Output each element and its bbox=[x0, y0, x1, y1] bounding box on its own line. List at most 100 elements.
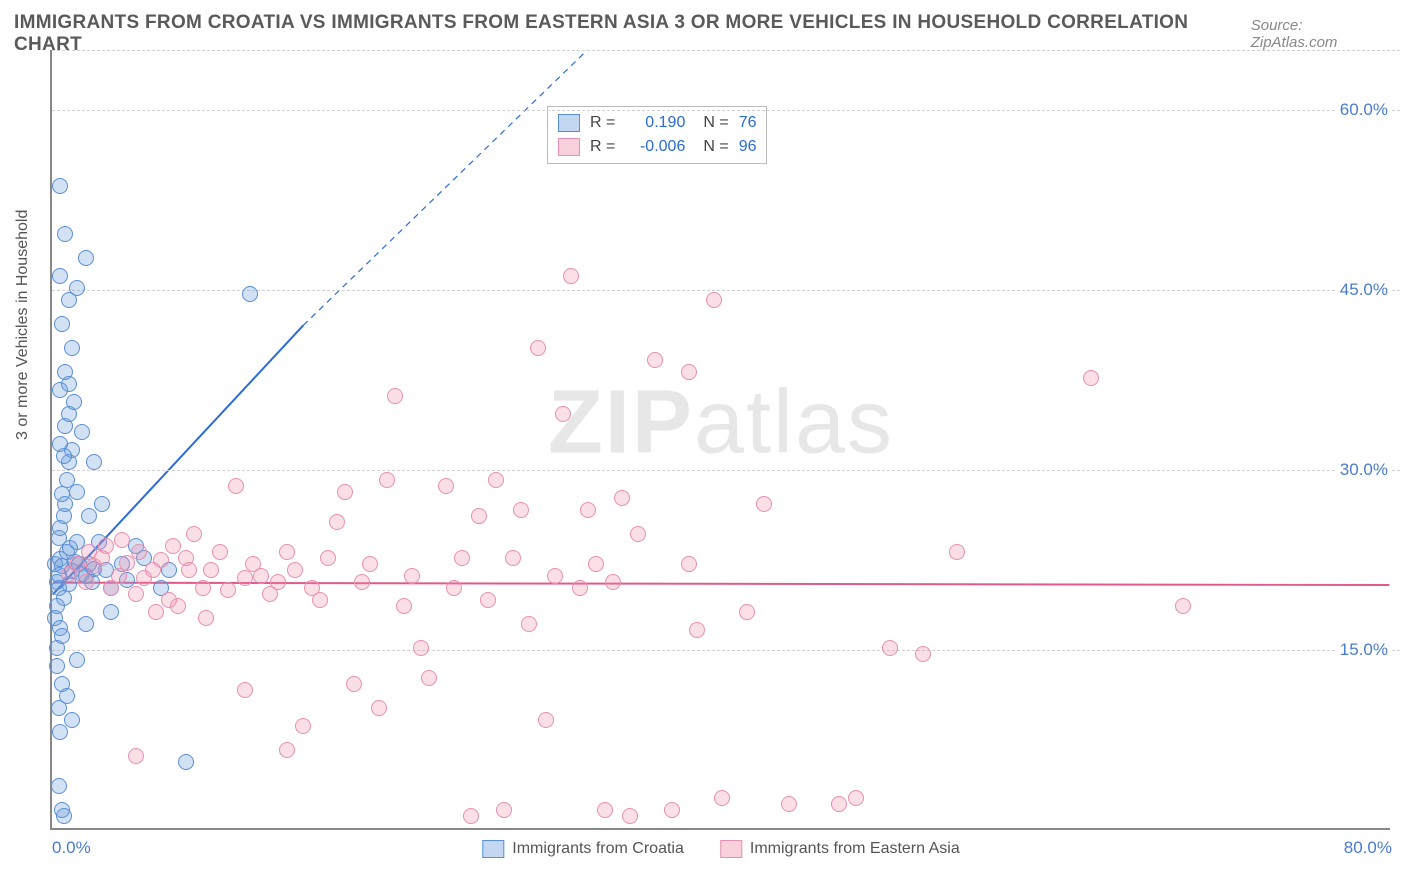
correlation-legend: R = 0.190 N = 76 R = -0.006 N = 96 bbox=[547, 106, 767, 164]
data-point bbox=[114, 532, 130, 548]
data-point bbox=[563, 268, 579, 284]
source-label: Source: ZipAtlas.com bbox=[1251, 17, 1392, 51]
data-point bbox=[354, 574, 370, 590]
data-point bbox=[128, 748, 144, 764]
data-point bbox=[186, 526, 202, 542]
data-point bbox=[228, 478, 244, 494]
y-tick-label: 15.0% bbox=[1336, 640, 1392, 660]
x-tick-label: 0.0% bbox=[52, 838, 91, 858]
legend-item-eastasia: Immigrants from Eastern Asia bbox=[720, 840, 960, 858]
data-point bbox=[69, 652, 85, 668]
plot-area: ZIPatlas R = 0.190 N = 76 R = -0.006 N =… bbox=[50, 50, 1390, 830]
data-point bbox=[882, 640, 898, 656]
data-point bbox=[103, 604, 119, 620]
data-point bbox=[220, 582, 236, 598]
data-point bbox=[279, 742, 295, 758]
data-point bbox=[689, 622, 705, 638]
data-point bbox=[831, 796, 847, 812]
data-point bbox=[51, 778, 67, 794]
data-point bbox=[78, 250, 94, 266]
data-point bbox=[195, 580, 211, 596]
r-label: R = bbox=[590, 111, 615, 135]
data-point bbox=[513, 502, 529, 518]
data-point bbox=[454, 550, 470, 566]
data-point bbox=[165, 538, 181, 554]
data-point bbox=[52, 724, 68, 740]
data-point bbox=[64, 712, 80, 728]
swatch-blue bbox=[558, 114, 580, 132]
data-point bbox=[480, 592, 496, 608]
data-point bbox=[66, 394, 82, 410]
y-axis-title: 3 or more Vehicles in Household bbox=[14, 210, 32, 440]
r-value-eastasia: -0.006 bbox=[625, 135, 685, 159]
data-point bbox=[848, 790, 864, 806]
data-point bbox=[630, 526, 646, 542]
data-point bbox=[287, 562, 303, 578]
data-point bbox=[1175, 598, 1191, 614]
data-point bbox=[555, 406, 571, 422]
data-point bbox=[54, 316, 70, 332]
data-point bbox=[212, 544, 228, 560]
data-point bbox=[320, 550, 336, 566]
data-point bbox=[647, 352, 663, 368]
data-point bbox=[81, 508, 97, 524]
data-point bbox=[69, 484, 85, 500]
legend-item-croatia: Immigrants from Croatia bbox=[482, 840, 684, 858]
data-point bbox=[153, 552, 169, 568]
data-point bbox=[756, 496, 772, 512]
data-point bbox=[588, 556, 604, 572]
data-point bbox=[413, 640, 429, 656]
data-point bbox=[57, 226, 73, 242]
data-point bbox=[614, 490, 630, 506]
legend-row-eastasia: R = -0.006 N = 96 bbox=[558, 135, 756, 159]
data-point bbox=[329, 514, 345, 530]
data-point bbox=[237, 570, 253, 586]
data-point bbox=[530, 340, 546, 356]
data-point bbox=[664, 802, 680, 818]
data-point bbox=[279, 544, 295, 560]
data-point bbox=[61, 376, 77, 392]
data-point bbox=[396, 598, 412, 614]
data-point bbox=[949, 544, 965, 560]
x-tick-label: 80.0% bbox=[1344, 838, 1392, 858]
data-point bbox=[471, 508, 487, 524]
data-point bbox=[131, 544, 147, 560]
data-point bbox=[538, 712, 554, 728]
data-point bbox=[346, 676, 362, 692]
data-point bbox=[56, 448, 72, 464]
data-point bbox=[387, 388, 403, 404]
data-point bbox=[78, 574, 94, 590]
data-point bbox=[49, 640, 65, 656]
data-point bbox=[74, 424, 90, 440]
data-point bbox=[52, 178, 68, 194]
gridline bbox=[52, 650, 1400, 651]
data-point bbox=[198, 610, 214, 626]
data-point bbox=[681, 556, 697, 572]
data-point bbox=[337, 484, 353, 500]
data-point bbox=[379, 472, 395, 488]
gridline bbox=[52, 470, 1400, 471]
data-point bbox=[270, 574, 286, 590]
legend-row-croatia: R = 0.190 N = 76 bbox=[558, 111, 756, 135]
trend-lines bbox=[52, 50, 1390, 828]
data-point bbox=[362, 556, 378, 572]
data-point bbox=[78, 616, 94, 632]
data-point bbox=[404, 568, 420, 584]
data-point bbox=[203, 562, 219, 578]
data-point bbox=[681, 364, 697, 380]
data-point bbox=[714, 790, 730, 806]
data-point bbox=[371, 700, 387, 716]
data-point bbox=[1083, 370, 1099, 386]
trend-line-extrapolated bbox=[303, 50, 587, 325]
y-tick-label: 45.0% bbox=[1336, 280, 1392, 300]
swatch-pink bbox=[720, 840, 742, 858]
n-value-croatia: 76 bbox=[739, 111, 757, 135]
data-point bbox=[242, 286, 258, 302]
data-point bbox=[312, 592, 328, 608]
data-point bbox=[622, 808, 638, 824]
data-point bbox=[64, 340, 80, 356]
n-label: N = bbox=[703, 135, 728, 159]
data-point bbox=[69, 280, 85, 296]
data-point bbox=[572, 580, 588, 596]
data-point bbox=[59, 688, 75, 704]
